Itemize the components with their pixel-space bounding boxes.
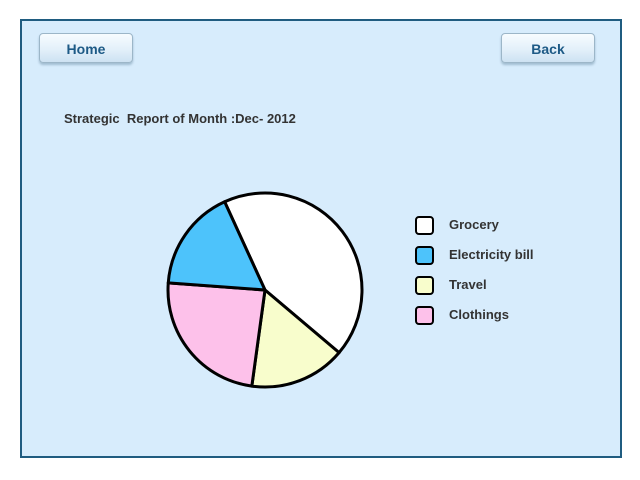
report-panel: Home Back Strategic Report of Month :Dec… <box>20 19 622 458</box>
legend-label-clothings: Clothings <box>449 307 509 322</box>
legend-label-grocery: Grocery <box>449 217 499 232</box>
legend-swatch-electricity-bill <box>415 246 434 265</box>
legend-label-electricity-bill: Electricity bill <box>449 247 534 262</box>
pie-slice-clothings <box>166 281 267 388</box>
home-button[interactable]: Home <box>39 33 133 63</box>
pie-slice-grocery <box>223 191 364 355</box>
legend-swatch-grocery <box>415 216 434 235</box>
pie-slice-electricity-bill <box>166 200 267 292</box>
legend-swatch-clothings <box>415 306 434 325</box>
legend-swatch-travel <box>415 276 434 295</box>
pie-chart <box>166 191 364 389</box>
report-title: Strategic Report of Month :Dec- 2012 <box>64 111 296 126</box>
back-button[interactable]: Back <box>501 33 595 63</box>
legend-label-travel: Travel <box>449 277 487 292</box>
pie-slice-travel <box>250 288 341 389</box>
